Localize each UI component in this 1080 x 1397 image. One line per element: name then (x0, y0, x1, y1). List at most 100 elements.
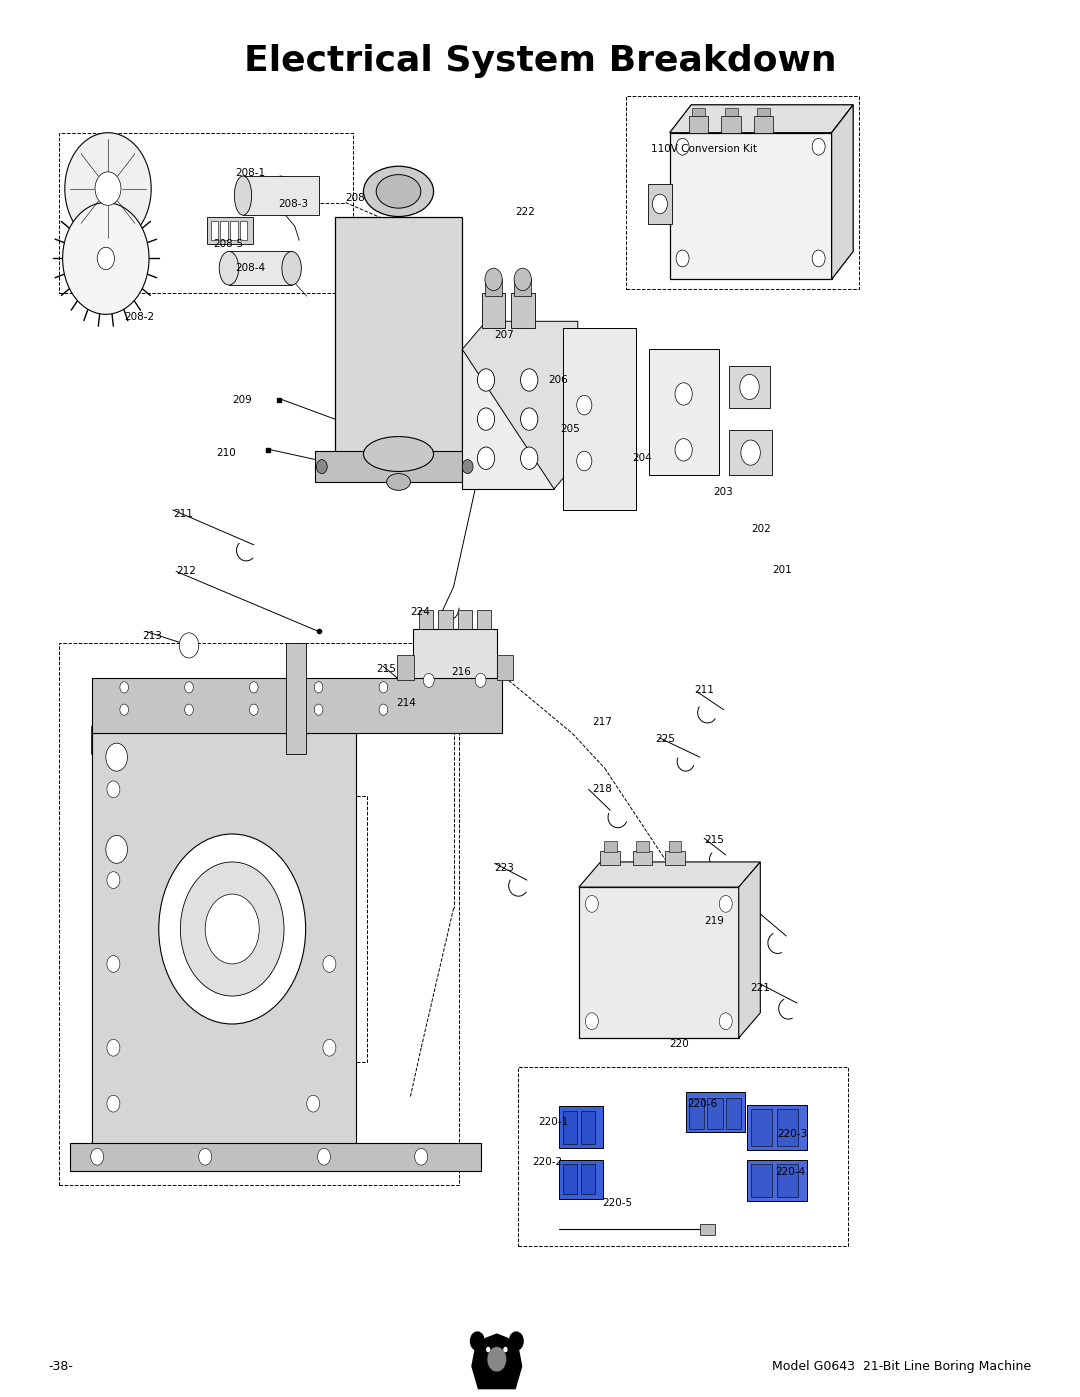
Text: 202: 202 (752, 524, 771, 535)
Bar (633, 851, 652, 865)
Polygon shape (92, 685, 454, 754)
Circle shape (249, 682, 258, 693)
Bar (729, 430, 772, 475)
Bar (315, 451, 482, 482)
Circle shape (199, 1148, 212, 1165)
Bar (92, 678, 502, 733)
Bar (665, 851, 685, 865)
Bar (458, 610, 472, 629)
Polygon shape (472, 1334, 522, 1389)
Circle shape (316, 460, 327, 474)
Circle shape (318, 1148, 330, 1165)
Text: 208-2: 208-2 (124, 312, 154, 323)
Bar (581, 1111, 595, 1144)
Circle shape (812, 250, 825, 267)
Circle shape (585, 895, 598, 912)
Text: 208: 208 (346, 193, 365, 204)
Text: 208-4: 208-4 (235, 263, 266, 274)
Text: 208-5: 208-5 (213, 239, 243, 250)
Text: 211: 211 (173, 509, 192, 520)
Ellipse shape (234, 176, 252, 215)
Ellipse shape (376, 175, 421, 208)
Bar (648, 184, 672, 224)
Bar (59, 133, 353, 293)
Polygon shape (739, 862, 760, 1038)
Circle shape (577, 451, 592, 471)
Text: 201: 201 (772, 564, 792, 576)
Bar (777, 1164, 798, 1197)
Text: 220: 220 (670, 1038, 689, 1049)
Bar (757, 108, 770, 116)
Text: 203: 203 (713, 486, 732, 497)
Circle shape (740, 374, 759, 400)
Ellipse shape (219, 251, 239, 285)
Polygon shape (670, 105, 853, 133)
Bar (689, 116, 708, 133)
Bar (692, 108, 705, 116)
Bar (514, 279, 531, 296)
Circle shape (107, 956, 120, 972)
Circle shape (106, 743, 127, 771)
Text: 215: 215 (704, 834, 724, 845)
Circle shape (423, 673, 434, 687)
Text: 208-3: 208-3 (279, 198, 309, 210)
Bar (559, 1106, 603, 1148)
Circle shape (379, 682, 388, 693)
Bar (485, 279, 502, 296)
Bar (747, 1105, 807, 1150)
Circle shape (97, 247, 114, 270)
Circle shape (159, 834, 306, 1024)
Bar (286, 643, 306, 754)
Text: 216: 216 (451, 666, 471, 678)
Bar (670, 133, 832, 279)
Circle shape (314, 682, 323, 693)
Bar (92, 726, 351, 1160)
Text: 223: 223 (495, 862, 514, 873)
Circle shape (477, 447, 495, 469)
Ellipse shape (364, 436, 433, 472)
Ellipse shape (387, 474, 410, 490)
Circle shape (106, 835, 127, 863)
Text: Model G0643  21-Bit Line Boring Machine: Model G0643 21-Bit Line Boring Machine (772, 1359, 1031, 1373)
Text: 219: 219 (704, 915, 724, 926)
Bar (754, 116, 773, 133)
Text: 207: 207 (495, 330, 514, 341)
Bar (462, 349, 554, 489)
Circle shape (462, 460, 473, 474)
Text: 213: 213 (143, 630, 162, 641)
Bar (140, 796, 367, 1062)
Circle shape (477, 369, 495, 391)
Circle shape (585, 1013, 598, 1030)
Bar (649, 349, 719, 475)
Circle shape (719, 1013, 732, 1030)
Circle shape (107, 1095, 120, 1112)
Circle shape (509, 1331, 524, 1351)
Circle shape (503, 1347, 508, 1352)
Circle shape (486, 1347, 490, 1352)
Ellipse shape (272, 176, 289, 215)
Bar (419, 610, 433, 629)
Text: 218: 218 (592, 784, 611, 795)
Bar (563, 328, 636, 510)
Text: 225: 225 (656, 733, 675, 745)
Bar (229, 251, 292, 285)
Bar (559, 1160, 603, 1199)
Circle shape (95, 172, 121, 205)
Bar (581, 1164, 595, 1194)
Bar (438, 610, 453, 629)
Circle shape (577, 395, 592, 415)
Circle shape (91, 1148, 104, 1165)
Circle shape (205, 894, 259, 964)
Text: 206: 206 (549, 374, 568, 386)
Bar (59, 643, 459, 1185)
Circle shape (179, 633, 199, 658)
Circle shape (487, 1347, 507, 1372)
Circle shape (415, 1148, 428, 1165)
Bar (230, 221, 238, 240)
Bar (563, 1164, 577, 1194)
Circle shape (307, 1095, 320, 1112)
Bar (725, 108, 738, 116)
Polygon shape (832, 105, 853, 279)
Text: 110V Conversion Kit: 110V Conversion Kit (651, 144, 757, 155)
Circle shape (323, 956, 336, 972)
